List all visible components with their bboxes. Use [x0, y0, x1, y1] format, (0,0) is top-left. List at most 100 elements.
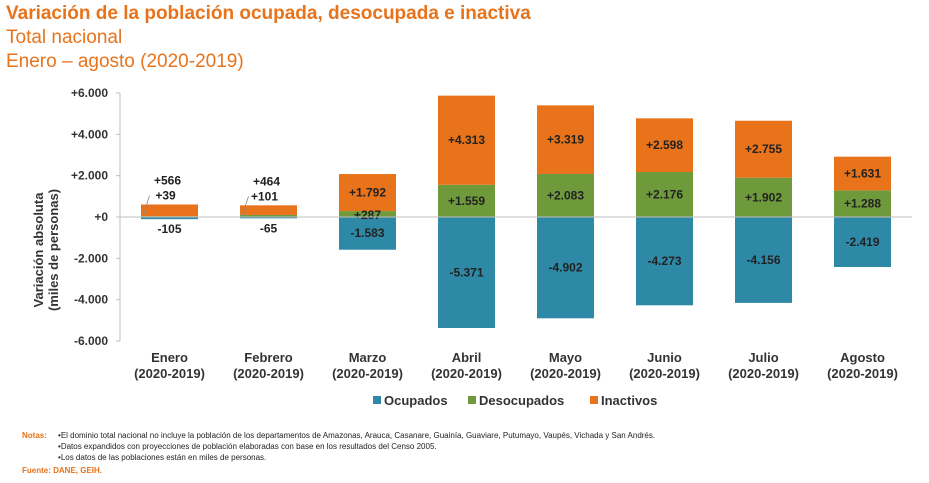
data-label-ocupados: -2.419	[845, 235, 879, 249]
legend-label-desocupados: Desocupados	[479, 393, 564, 408]
y-axis-title-line: (miles de personas)	[46, 189, 61, 311]
x-tick-label: Marzo (2020-2019)	[332, 350, 403, 381]
leader-line	[241, 196, 249, 217]
data-label-inactivos: +4.313	[448, 133, 485, 147]
data-label-inactivos: +2.755	[745, 142, 782, 156]
x-tick-label-line: (2020-2019)	[728, 366, 799, 381]
legend-label-ocupados: Ocupados	[384, 393, 448, 408]
bar-inactivos	[240, 205, 297, 215]
bar-inactivos	[735, 120, 792, 178]
data-label-inactivos: +2.598	[646, 138, 683, 152]
y-tick-label: +2.000	[71, 169, 108, 183]
data-label-desocupados: +2.176	[646, 188, 683, 202]
data-label-desocupados: +1.288	[844, 197, 881, 211]
chart-subtitle-period: Enero – agosto (2020-2019)	[6, 51, 244, 72]
data-label-ocupados: -4.902	[548, 261, 582, 275]
x-tick-label: Julio (2020-2019)	[728, 350, 799, 381]
x-tick-label-line: Mayo	[549, 350, 582, 365]
notes-label: Notas:	[22, 431, 47, 440]
bar-inactivos	[438, 95, 495, 185]
bar-ocupados	[438, 217, 495, 329]
bar-inactivos	[339, 174, 396, 212]
data-label-desocupados: +39	[155, 188, 176, 202]
bar-inactivos	[636, 118, 693, 173]
data-label-desocupados: +1.902	[745, 190, 782, 204]
x-tick-label: Agosto (2020-2019)	[827, 350, 898, 381]
data-label-inactivos: +1.631	[844, 167, 881, 181]
notes-block: Notas: El dominio total nacional no inclu…	[22, 430, 655, 463]
data-label-inactivos: +3.319	[547, 133, 584, 147]
note-item: El dominio total nacional no incluye la …	[58, 431, 655, 440]
y-tick-label: +4.000	[71, 127, 108, 141]
data-label-ocupados: -4.273	[647, 254, 681, 268]
bar-ocupados	[141, 217, 198, 220]
data-label-desocupados: +2.083	[547, 188, 584, 202]
x-tick-label-line: Febrero	[244, 350, 292, 365]
stacked-bar-chart: -6.000 -4.000 -2.000 +0 +2.000 +4.000 +6.000 Va…	[31, 86, 912, 408]
bar-desocupados	[240, 214, 297, 217]
x-tick-label: Abril (2020-2019)	[431, 350, 502, 381]
data-label-ocupados: -105	[157, 222, 181, 236]
bar-ocupados	[636, 217, 693, 306]
x-tick-label-line: Marzo	[349, 350, 387, 365]
data-label-ocupados: -5.371	[449, 266, 483, 280]
bar-ocupados	[834, 217, 891, 267]
x-tick-label-line: Junio	[647, 350, 682, 365]
data-label-inactivos: +566	[154, 173, 181, 187]
x-tick-label: Mayo (2020-2019)	[530, 350, 601, 381]
x-tick-label: Febrero (2020-2019)	[233, 350, 304, 381]
data-label-desocupados: +101	[251, 189, 278, 203]
legend-label-inactivos: Inactivos	[601, 393, 657, 408]
x-tick-label-line: (2020-2019)	[134, 366, 205, 381]
data-label-ocupados: -65	[260, 221, 278, 235]
y-axis-title: Variación absoluta(miles de personas)	[31, 189, 61, 311]
legend-swatch-inactivos	[590, 396, 598, 404]
x-tick-label-line: Enero	[151, 350, 188, 365]
source-note: Fuente: DANE, GEIH.	[22, 466, 103, 475]
bar-inactivos	[834, 156, 891, 191]
y-tick-label: +6.000	[71, 86, 108, 100]
bar-desocupados	[537, 173, 594, 217]
bar-ocupados	[537, 217, 594, 319]
bar-ocupados	[240, 217, 297, 219]
y-tick-label: -6.000	[74, 334, 108, 348]
bar-desocupados	[636, 172, 693, 217]
x-tick-label-line: (2020-2019)	[332, 366, 403, 381]
bar-inactivos	[537, 105, 594, 174]
data-label-inactivos: +464	[253, 174, 280, 188]
bar-ocupados	[339, 217, 396, 250]
bar-ocupados	[735, 217, 792, 303]
y-tick-label: -4.000	[74, 293, 108, 307]
bar-desocupados	[438, 184, 495, 217]
data-label-inactivos: +1.792	[349, 186, 386, 200]
y-tick-label: -2.000	[74, 251, 108, 265]
x-tick-label-line: (2020-2019)	[233, 366, 304, 381]
x-tick-label: Junio (2020-2019)	[629, 350, 700, 381]
bar-desocupados	[339, 211, 396, 217]
x-tick-label-line: (2020-2019)	[629, 366, 700, 381]
y-tick-label: +0	[94, 210, 108, 224]
note-row-2: Datos expandidos con proyecciones de pob…	[22, 441, 655, 452]
x-tick-label-line: Agosto	[840, 350, 885, 365]
x-tick-label-line: (2020-2019)	[827, 366, 898, 381]
leader-line	[142, 195, 150, 217]
data-label-ocupados: -1.583	[350, 226, 384, 240]
chart-title: Variación de la población ocupada, desoc…	[6, 3, 531, 24]
note-item: Los datos de las poblaciones están en mi…	[58, 453, 266, 462]
x-tick-label-line: (2020-2019)	[431, 366, 502, 381]
note-item: Datos expandidos con proyecciones de pob…	[58, 442, 437, 451]
chart-subtitle-region: Total nacional	[6, 27, 123, 48]
bar-inactivos	[141, 204, 198, 217]
bar-desocupados	[834, 190, 891, 217]
x-tick-label: Enero (2020-2019)	[134, 350, 205, 381]
data-label-desocupados: +1.559	[448, 194, 485, 208]
data-label-ocupados: -4.156	[746, 253, 780, 267]
note-row-3: Los datos de las poblaciones están en mi…	[22, 452, 655, 463]
note-row-1: Notas: El dominio total nacional no inclu…	[22, 430, 655, 441]
x-tick-label-line: Julio	[748, 350, 778, 365]
y-axis-title-line: Variación absoluta	[31, 192, 46, 308]
legend-swatch-desocupados	[468, 396, 476, 404]
x-tick-label-line: Abril	[452, 350, 482, 365]
x-tick-label-line: (2020-2019)	[530, 366, 601, 381]
legend-swatch-ocupados	[373, 396, 381, 404]
